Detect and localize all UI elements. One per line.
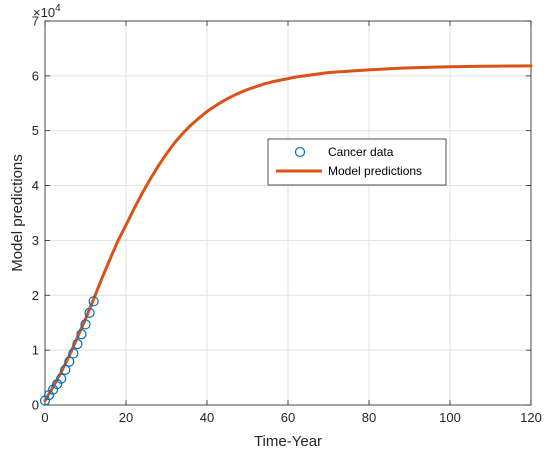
grid	[44, 20, 532, 406]
y-tick-label: 6	[32, 68, 39, 83]
x-tick-label: 20	[119, 410, 133, 425]
y-tick-label: 0	[32, 398, 39, 413]
legend-entry-label: Model predictions	[328, 164, 422, 178]
legend-box	[267, 138, 447, 186]
y-tick-label: 7	[32, 14, 39, 29]
x-tick-label: 80	[362, 410, 376, 425]
y-axis-label: Model predictions	[9, 154, 26, 272]
model-prediction-line	[43, 64, 533, 403]
x-tick-label: 40	[200, 410, 214, 425]
cancer-data-point	[68, 348, 79, 359]
y-tick-label: 5	[32, 123, 39, 138]
cancer-data-point	[84, 307, 95, 318]
cancer-data-point	[64, 356, 75, 367]
tick-labels: 0 20 40 60 80 100 120 0 1 2 3 4 5 6 7	[32, 14, 542, 426]
y-tick-label: 2	[32, 288, 39, 303]
x-tick-label: 100	[439, 410, 461, 425]
x-tick-label: 120	[520, 410, 542, 425]
cancer-data-point	[60, 364, 71, 375]
cancer-data-point	[80, 319, 91, 330]
y-tick-label: 4	[32, 178, 39, 193]
x-axis-label: Time-Year	[254, 433, 322, 450]
cancer-data-point	[88, 296, 99, 307]
cancer-data-point	[72, 339, 83, 350]
x-tick-label: 0	[41, 410, 48, 425]
y-tick-label: 1	[32, 343, 39, 358]
legend-entry-label: Cancer data	[328, 145, 394, 159]
legend-marker-cancer-data	[294, 146, 306, 158]
y-exponent-power: 4	[55, 3, 61, 14]
cancer-data-point	[56, 373, 67, 384]
plot-area	[39, 64, 533, 406]
y-tick-label: 3	[32, 233, 39, 248]
axes	[44, 20, 532, 406]
x-tick-label: 60	[281, 410, 295, 425]
y-axis-exponent: ×104	[33, 3, 61, 20]
legend: Cancer data Model predictions	[267, 138, 447, 186]
y-exponent-base: ×10	[33, 5, 55, 20]
cancer-data-point	[76, 329, 87, 340]
